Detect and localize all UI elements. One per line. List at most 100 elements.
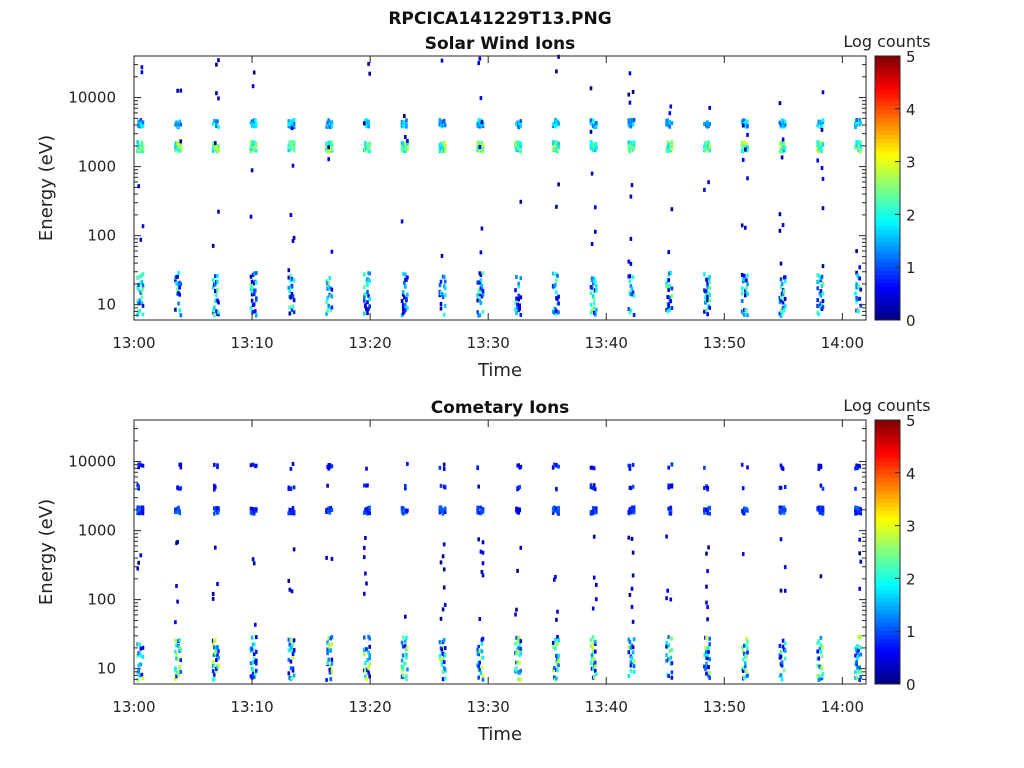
- heatmap-cell: [329, 663, 333, 668]
- plot-frame: [133, 55, 867, 321]
- heatmap-cell: [175, 643, 178, 648]
- heatmap-cell: [137, 282, 140, 287]
- x-tick-label: 13:40: [585, 334, 628, 352]
- heatmap-cell: [443, 653, 447, 658]
- colorbar-segment: [875, 448, 900, 454]
- heatmap-cell: [590, 465, 594, 470]
- heatmap-cell: [368, 143, 371, 148]
- heatmap-cell: [365, 118, 368, 123]
- heatmap-cell: [292, 485, 296, 490]
- heatmap-cell: [856, 655, 859, 660]
- colorbar-segment: [875, 245, 900, 251]
- heatmap-cell: [139, 662, 143, 667]
- heatmap-cell: [629, 123, 633, 128]
- colorbar-tick-label: 0: [906, 676, 916, 694]
- heatmap-cell: [367, 650, 370, 655]
- heatmap-cell: [178, 645, 181, 650]
- heatmap-cell: [670, 145, 674, 150]
- heatmap-cell: [325, 299, 328, 304]
- heatmap-cell: [217, 96, 220, 101]
- heatmap-cell: [250, 279, 254, 284]
- heatmap-cell: [254, 622, 257, 627]
- heatmap-cell: [289, 666, 293, 671]
- heatmap-cell: [705, 635, 708, 640]
- heatmap-cell: [255, 668, 258, 673]
- heatmap-cell: [628, 507, 632, 512]
- heatmap-cell: [404, 284, 407, 289]
- heatmap-cell: [594, 660, 597, 665]
- heatmap-cell: [594, 639, 597, 644]
- heatmap-cell: [783, 588, 787, 593]
- heatmap-cell: [179, 282, 183, 287]
- heatmap-cell: [746, 639, 749, 644]
- x-tick-label: 13:30: [467, 334, 510, 352]
- heatmap-cell: [479, 273, 483, 277]
- heatmap-cell: [178, 119, 181, 124]
- heatmap-cell: [211, 659, 215, 664]
- heatmap-cell: [779, 277, 783, 282]
- heatmap-cell: [594, 229, 597, 234]
- heatmap-cell: [592, 296, 596, 301]
- heatmap-cell: [668, 283, 672, 288]
- heatmap-cell: [178, 638, 181, 643]
- heatmap-cell: [327, 641, 330, 646]
- heatmap-cell: [401, 306, 405, 311]
- colorbar-segment: [875, 167, 900, 172]
- heatmap-cell: [746, 313, 749, 318]
- heatmap-cell: [292, 144, 296, 149]
- heatmap-cell: [287, 637, 291, 642]
- heatmap-cell: [706, 294, 709, 299]
- heatmap-cell: [141, 655, 145, 659]
- heatmap-cell: [368, 674, 371, 679]
- heatmap-cell: [594, 312, 597, 317]
- heatmap-cell: [821, 511, 825, 516]
- heatmap-cell: [670, 675, 674, 680]
- heatmap-cell: [478, 289, 482, 294]
- heatmap-cell: [441, 677, 445, 682]
- heatmap-cell: [783, 648, 787, 653]
- heatmap-cell: [589, 661, 593, 666]
- heatmap-cell: [519, 141, 523, 146]
- heatmap-cell: [859, 675, 863, 679]
- heatmap-cell: [140, 672, 144, 677]
- y-tick-label: 10: [97, 296, 116, 314]
- heatmap-cell: [438, 118, 442, 123]
- cometary-colorbar: 0 1 2 3 4 5: [874, 412, 916, 694]
- heatmap-cell: [290, 589, 294, 594]
- heatmap-cell: [477, 61, 480, 66]
- heatmap-cell: [363, 285, 366, 290]
- colorbar-segment: [875, 163, 900, 168]
- colorbar-segment: [875, 651, 900, 656]
- heatmap-cell: [555, 309, 558, 314]
- heatmap-cell: [706, 284, 709, 289]
- heatmap-cell: [176, 599, 179, 604]
- heatmap-cell: [479, 122, 483, 127]
- heatmap-cell: [590, 276, 594, 281]
- heatmap-cell: [216, 279, 219, 284]
- heatmap-cell: [740, 291, 744, 296]
- heatmap-cell: [816, 298, 819, 303]
- colorbar-tick-label: 4: [906, 465, 916, 483]
- heatmap-cell: [179, 669, 183, 674]
- colorbar-frame: [874, 419, 901, 685]
- heatmap-cell: [363, 294, 366, 299]
- heatmap-cell: [137, 301, 140, 306]
- heatmap-cell: [632, 659, 636, 664]
- heatmap-cell: [401, 511, 405, 516]
- heatmap-cell: [481, 124, 485, 129]
- heatmap-cell: [217, 649, 220, 654]
- heatmap-cell: [255, 649, 258, 654]
- heatmap-cell: [519, 464, 523, 469]
- heatmap-cell: [855, 670, 858, 675]
- heatmap-cell: [176, 287, 179, 292]
- heatmap-cell: [327, 285, 330, 290]
- heatmap-cell: [628, 279, 632, 284]
- heatmap-cell: [479, 278, 483, 283]
- colorbar-segment: [875, 204, 900, 210]
- heatmap-cell: [217, 509, 220, 514]
- heatmap-cell: [519, 651, 523, 656]
- colorbar-segment: [875, 506, 900, 512]
- heatmap-cell: [363, 555, 366, 560]
- y-tick-label: 10000: [68, 89, 116, 107]
- colorbar-segment: [875, 126, 900, 131]
